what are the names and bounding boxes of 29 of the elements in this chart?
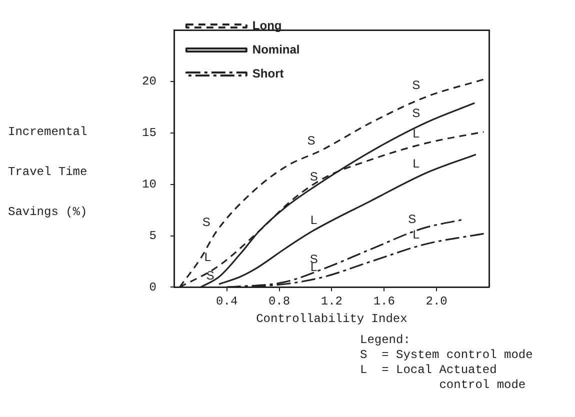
x-tick-label: 0.8 [268, 294, 290, 309]
legend-label: Long [252, 18, 282, 32]
y-tick-label: 5 [149, 228, 156, 243]
y-tick-label: 0 [149, 280, 156, 294]
annotation: S [310, 170, 318, 184]
annotation: S [412, 106, 420, 120]
y-tick-label: 10 [142, 177, 156, 192]
annotation: L [310, 212, 318, 227]
annotation: S [202, 214, 210, 229]
legend-label: Nominal [252, 42, 300, 56]
annotation: L [412, 227, 420, 242]
annotation: S [307, 134, 316, 148]
x-tick-label: 0.4 [216, 294, 238, 309]
annotation: S [206, 268, 214, 282]
x-tick-label: 2.0 [426, 294, 448, 309]
text: Incremental Travel Time Savings (%) [8, 125, 88, 219]
legend-label: Short [252, 66, 284, 80]
annotation: L [412, 156, 420, 170]
annotation: L [412, 126, 420, 140]
annotation: L [204, 250, 212, 264]
x-axis-title: Controllability Index [256, 312, 408, 326]
x-tick-label: 1.6 [373, 294, 395, 309]
y-tick-label: 15 [142, 126, 156, 140]
annotation: S [408, 212, 416, 226]
text: Legend: S = System control mode L = Local Actuated control mode [360, 333, 533, 393]
x-tick-label: 1.2 [320, 294, 343, 309]
annotation: S [412, 78, 420, 92]
annotation: S [310, 252, 318, 266]
y-tick-label: 20 [142, 74, 156, 89]
